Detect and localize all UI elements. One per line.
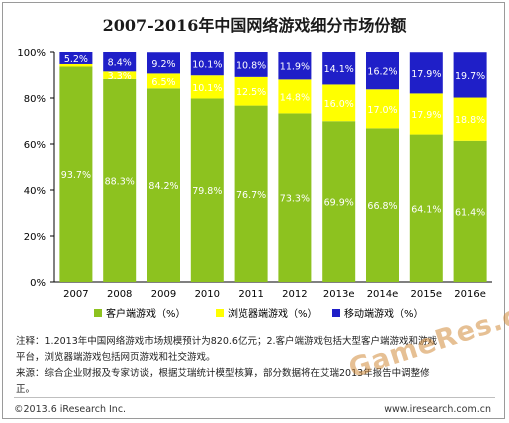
legend-label: 移动端游戏（%） bbox=[344, 307, 424, 320]
y-tick-label: 0% bbox=[30, 278, 46, 289]
legend-label: 浏览器端游戏（%） bbox=[228, 307, 318, 320]
bar-segment bbox=[453, 97, 487, 141]
bar-segment bbox=[147, 88, 180, 282]
bar-data-label: 17.0% bbox=[367, 105, 397, 116]
y-tick-label: 20% bbox=[24, 232, 46, 243]
bar-segment bbox=[409, 93, 443, 135]
bar-segment bbox=[59, 63, 93, 67]
stacked-bar-chart: 0% 20% 40% 60% 80% 100% 93.7% 5.2% 2007 88.3% 3.3%… bbox=[17, 48, 492, 320]
bar-data-label: 18.8% bbox=[455, 115, 485, 126]
bar-segment bbox=[147, 52, 180, 74]
y-tick-label: 100% bbox=[17, 48, 46, 59]
bar-data-label: 14.8% bbox=[280, 92, 310, 103]
bar-segment bbox=[234, 105, 268, 282]
bar-segment bbox=[366, 89, 399, 129]
bar-segment bbox=[190, 52, 224, 76]
bar-segment bbox=[190, 75, 224, 99]
bar-data-label: 8.4% bbox=[108, 58, 132, 69]
bar-data-label: 66.8% bbox=[367, 201, 397, 212]
x-tick-label: 2011 bbox=[238, 289, 263, 300]
x-tick-label: 2010 bbox=[195, 289, 220, 300]
bar-segment bbox=[322, 52, 356, 85]
chart-frame bbox=[2, 2, 505, 419]
bar-segment bbox=[234, 52, 268, 77]
bar-segment bbox=[322, 121, 356, 282]
note-line-2: 平台，浏览器端游戏包括网页游戏和社交游戏。 bbox=[16, 352, 216, 363]
x-tick-label: 2008 bbox=[107, 289, 132, 300]
bar-data-label: 76.7% bbox=[236, 190, 266, 201]
bar-segment bbox=[409, 134, 443, 282]
x-tick-label: 2014e bbox=[367, 289, 399, 300]
bar-data-label: 10.8% bbox=[236, 60, 266, 71]
bar-segment bbox=[278, 79, 312, 114]
bar-segment bbox=[366, 52, 399, 90]
bar-segment bbox=[190, 98, 224, 283]
bar-segment bbox=[409, 52, 443, 94]
x-tick-label: 2016e bbox=[454, 289, 486, 300]
bar-data-label: 11.9% bbox=[280, 62, 310, 73]
bar-data-label: 64.1% bbox=[411, 204, 441, 215]
bar-data-label: 10.1% bbox=[192, 83, 222, 94]
bar-data-label: 93.7% bbox=[61, 170, 91, 181]
bar-data-label: 14.1% bbox=[324, 64, 354, 75]
bar-data-label: 6.5% bbox=[151, 77, 175, 88]
note-line-1: 注释：1.2013年中国网络游戏市场规模预计为820.6亿元；2.客户端游戏包括… bbox=[16, 336, 438, 347]
bar-segment bbox=[103, 78, 137, 282]
bar-segment bbox=[278, 52, 312, 80]
notes-block: 注释：1.2013年中国网络游戏市场规模预计为820.6亿元；2.客户端游戏包括… bbox=[16, 334, 492, 398]
x-tick-label: 2012 bbox=[282, 289, 307, 300]
y-tick-label: 60% bbox=[24, 140, 46, 151]
bar-data-label: 12.5% bbox=[236, 87, 266, 98]
y-tick-label: 80% bbox=[24, 94, 46, 105]
legend-label: 客户端游戏（%） bbox=[106, 307, 186, 320]
bar-data-label: 88.3% bbox=[105, 176, 135, 187]
bar-segment bbox=[322, 84, 356, 122]
bar-segment bbox=[147, 73, 180, 89]
bar-data-label: 19.7% bbox=[455, 71, 485, 82]
bar-data-label: 16.0% bbox=[324, 99, 354, 110]
bar-data-label: 17.9% bbox=[411, 69, 441, 80]
legend-swatch bbox=[94, 309, 102, 317]
bar-data-label: 9.2% bbox=[151, 59, 175, 70]
bar-data-label: 73.3% bbox=[280, 194, 310, 205]
legend-swatch bbox=[332, 309, 340, 317]
bar-segment bbox=[234, 76, 268, 106]
bar-segment bbox=[366, 128, 399, 282]
footer-website: www.iresearch.com.cn bbox=[384, 404, 491, 415]
bar-data-label: 5.2% bbox=[64, 54, 88, 65]
note-line-4: 正。 bbox=[16, 384, 36, 395]
legend-swatch bbox=[216, 309, 224, 317]
bar-segment bbox=[453, 140, 487, 282]
bar-segment bbox=[59, 52, 93, 64]
footer-divider bbox=[14, 397, 495, 398]
bar-data-label: 10.1% bbox=[192, 60, 222, 71]
bar-segment bbox=[103, 52, 137, 72]
y-tick-label: 40% bbox=[24, 186, 46, 197]
bar-segment bbox=[59, 66, 93, 283]
x-tick-label: 2015e bbox=[410, 289, 442, 300]
x-tick-label: 2013e bbox=[323, 289, 355, 300]
x-tick-label: 2009 bbox=[151, 289, 176, 300]
bar-data-label: 69.9% bbox=[324, 198, 354, 209]
bar-segment bbox=[103, 71, 137, 79]
bar-segment bbox=[453, 52, 487, 98]
chart-title: 2007-2016年中国网络游戏细分市场份额 bbox=[102, 16, 407, 35]
bar-data-label: 17.9% bbox=[411, 110, 441, 121]
bar-data-label: 16.2% bbox=[367, 67, 397, 78]
x-tick-label: 2007 bbox=[63, 289, 88, 300]
bar-data-label: 79.8% bbox=[192, 186, 222, 197]
note-line-3: 来源：综合企业财报及专家访谈，根据艾瑞统计模型核算，部分数据将在艾瑞2013年报… bbox=[16, 368, 430, 379]
footer-copyright: ©2013.6 iResearch Inc. bbox=[14, 404, 127, 415]
bar-data-label: 84.2% bbox=[148, 181, 178, 192]
bar-data-label: 3.3% bbox=[108, 71, 132, 82]
bar-segment bbox=[278, 113, 312, 282]
bar-data-label: 61.4% bbox=[455, 207, 485, 218]
